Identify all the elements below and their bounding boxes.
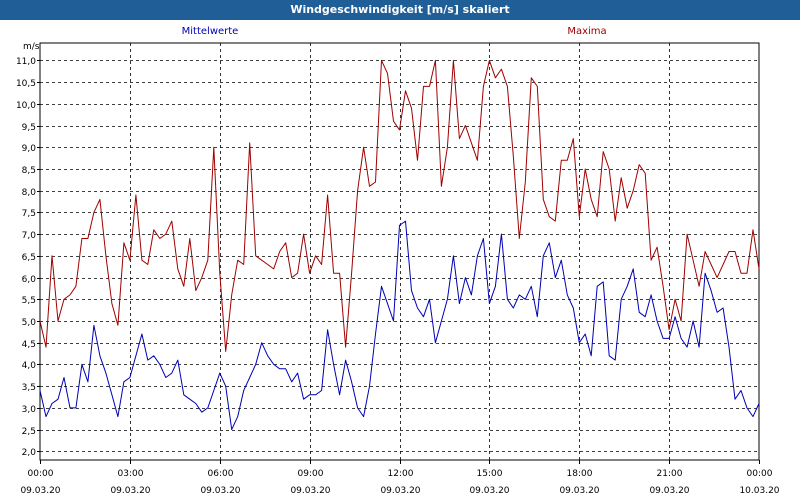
x-tick-date: 09.03.20 <box>380 486 420 496</box>
x-tick-time: 21:00 <box>657 469 683 479</box>
y-tick-label: 8,5 <box>22 166 36 176</box>
series-line-maxima <box>39 59 760 352</box>
x-tick-time: 12:00 <box>388 469 414 479</box>
x-tick-date: 09.03.20 <box>200 486 240 496</box>
y-tick-label: 8,0 <box>22 188 37 198</box>
x-tick-date: 09.03.20 <box>559 486 599 496</box>
y-tick-label: 3,0 <box>22 405 37 415</box>
x-tick-time: 18:00 <box>567 469 593 479</box>
plot-frame <box>39 42 760 461</box>
x-tick-date: 09.03.20 <box>110 486 150 496</box>
x-tick-time: 03:00 <box>118 469 144 479</box>
y-tick-label: 4,5 <box>22 340 36 350</box>
x-tick-date: 10.03.20 <box>739 486 779 496</box>
y-tick-label: 10,0 <box>16 101 36 111</box>
y-tick-label: 2,0 <box>22 448 37 458</box>
y-tick-label: 2,5 <box>22 427 36 437</box>
y-tick-label: 6,0 <box>22 275 37 285</box>
x-tick-time: 00:00 <box>28 469 54 479</box>
legend-mittelwerte: Mittelwerte <box>182 26 239 37</box>
x-tick-time: 15:00 <box>477 469 503 479</box>
y-tick-label: 3,5 <box>22 383 36 393</box>
x-tick-date: 09.03.20 <box>649 486 689 496</box>
x-tick-time: 09:00 <box>298 469 324 479</box>
x-tick-date: 09.03.20 <box>290 486 330 496</box>
y-tick-label: 5,0 <box>22 318 37 328</box>
y-tick-label: 9,5 <box>22 123 36 133</box>
series-line-mittelwerte <box>39 220 760 431</box>
y-tick-label: 4,0 <box>22 361 37 371</box>
x-tick-time: 06:00 <box>208 469 234 479</box>
window-title: Windgeschwindigkeit [m/s] skaliert <box>0 0 800 20</box>
x-tick-date: 09.03.20 <box>20 486 60 496</box>
y-tick-label: 6,5 <box>22 253 36 263</box>
y-tick-label: 7,5 <box>22 209 36 219</box>
y-tick-label: 11,0 <box>16 57 36 67</box>
y-axis-unit: m/s <box>23 42 40 52</box>
y-tick-label: 9,0 <box>22 144 37 154</box>
x-tick-time: 00:00 <box>747 469 773 479</box>
y-tick-label: 7,0 <box>22 231 37 241</box>
legend-maxima: Maxima <box>567 26 606 37</box>
y-tick-label: 10,5 <box>16 79 36 89</box>
y-tick-label: 5,5 <box>22 296 36 306</box>
x-tick-date: 09.03.20 <box>469 486 509 496</box>
